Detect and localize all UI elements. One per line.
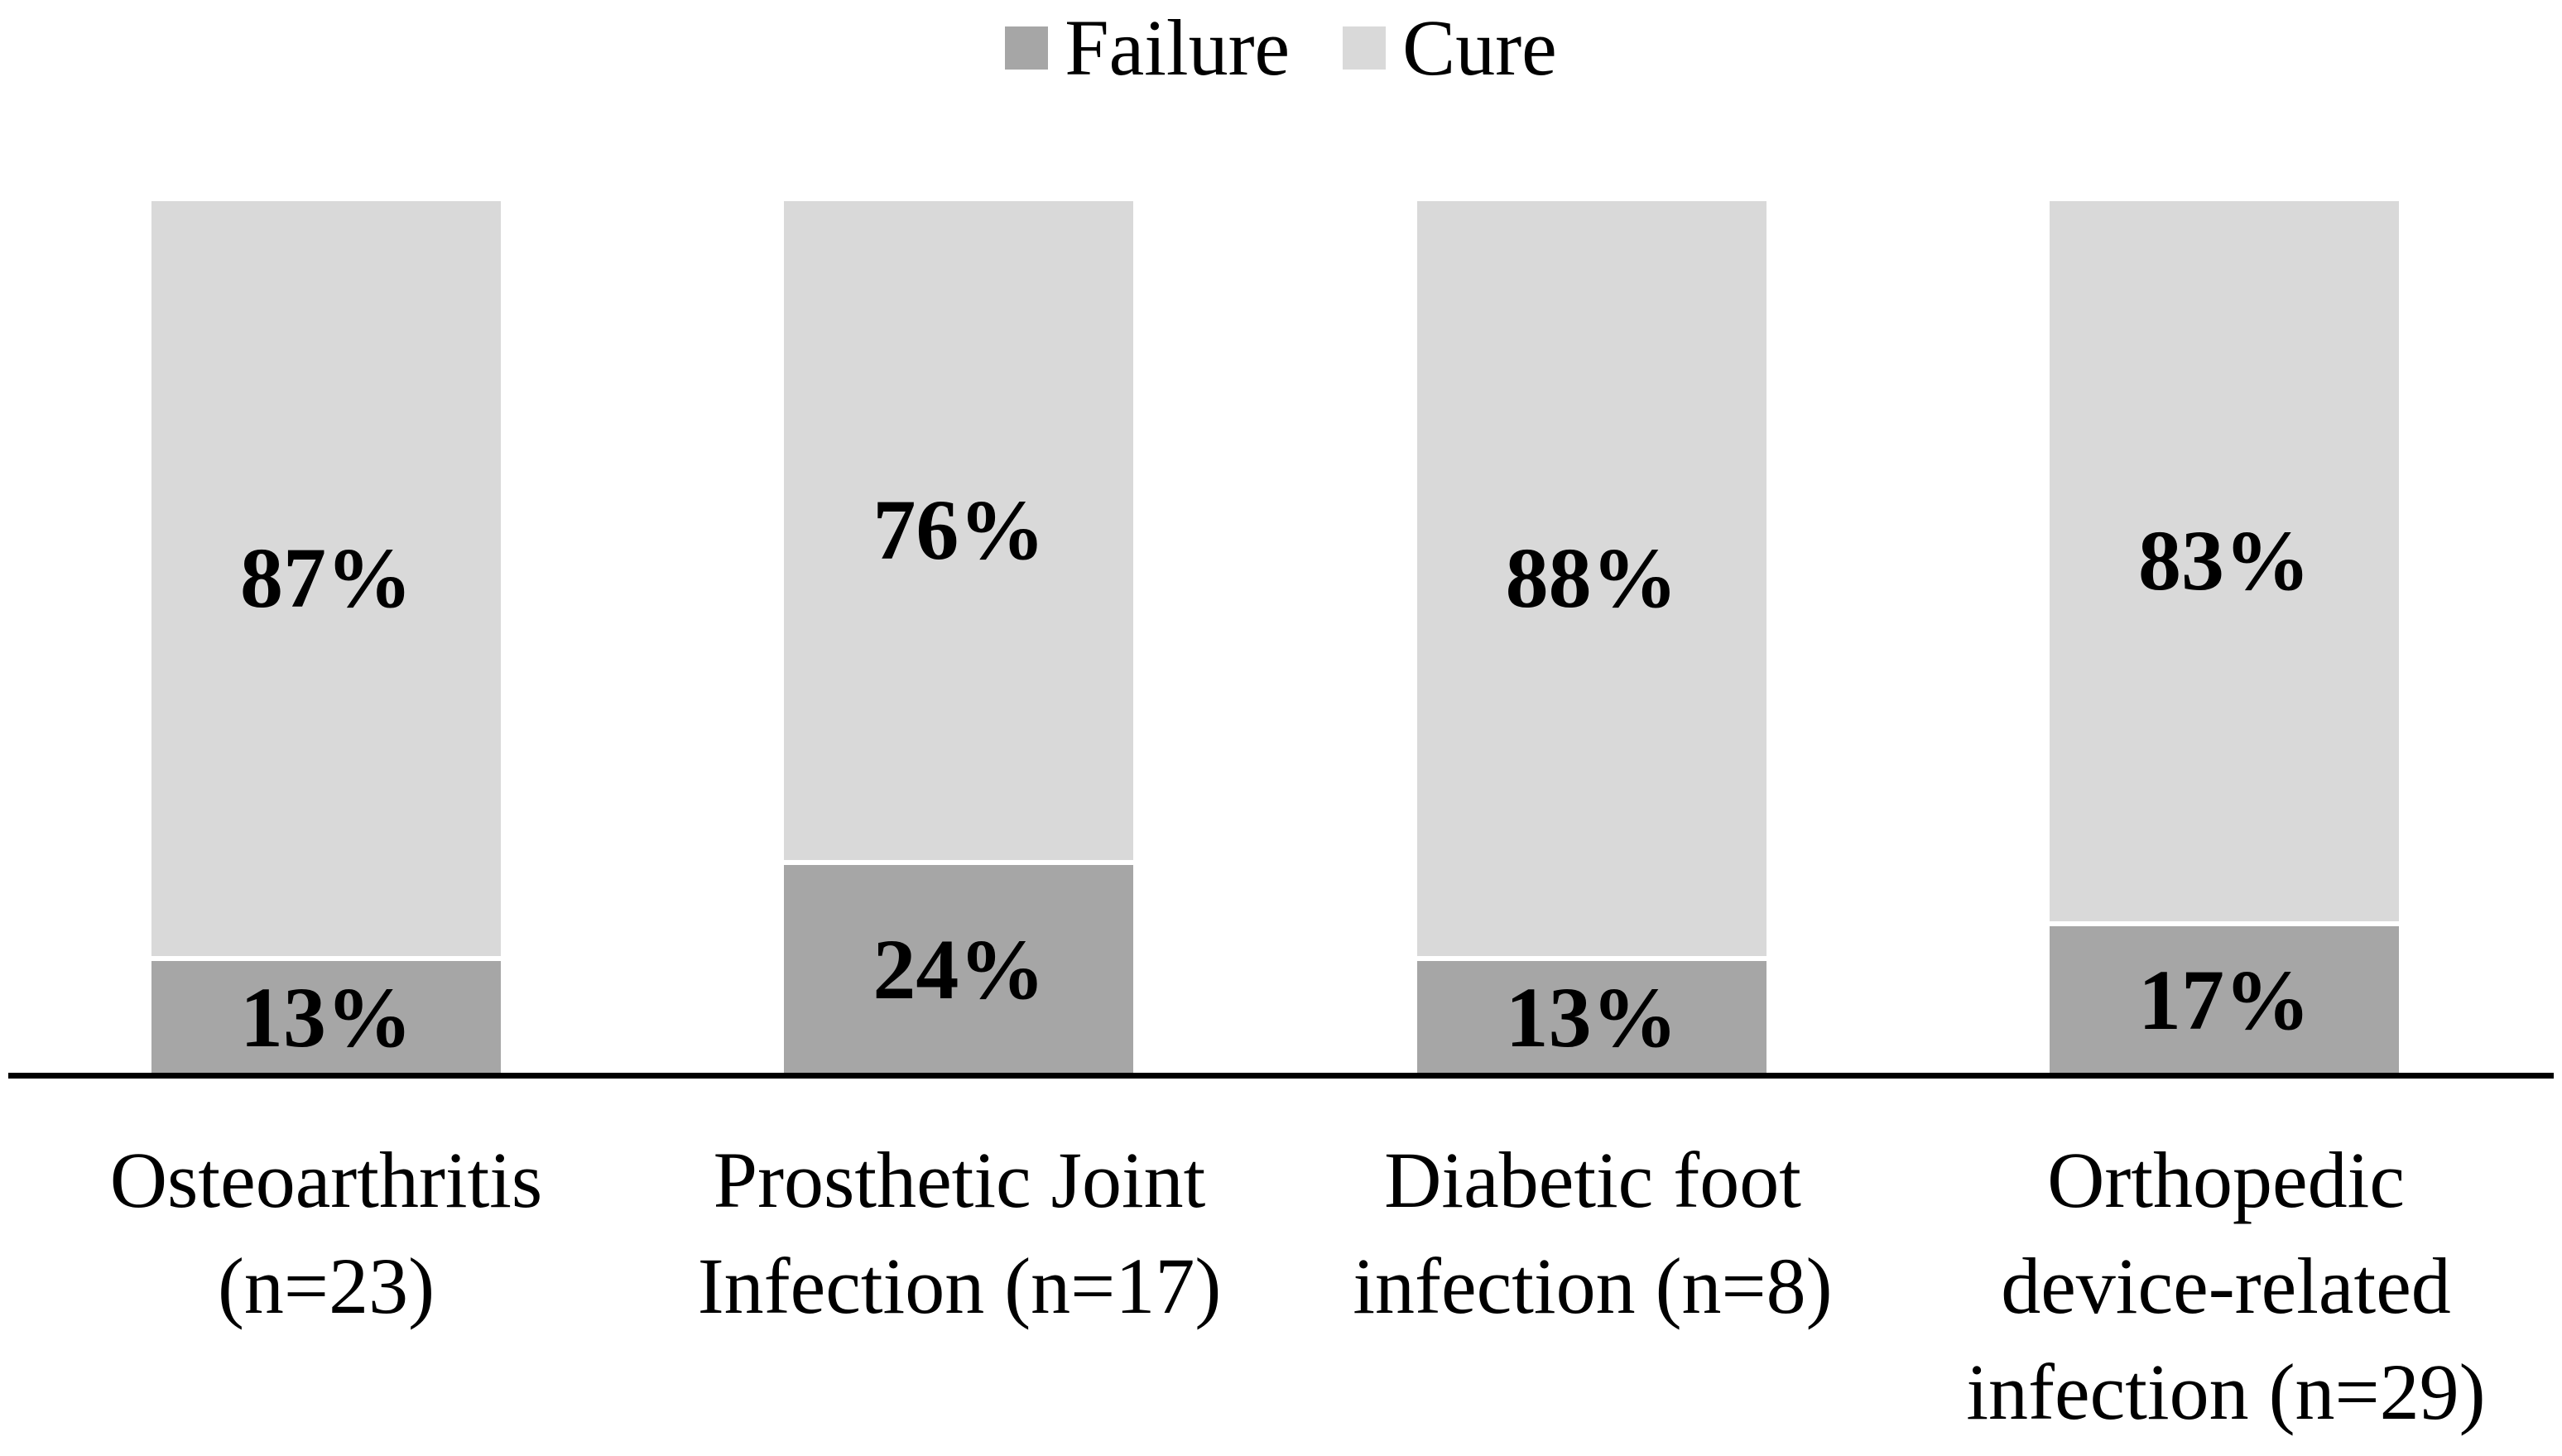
category-label-osteoarthritis: Osteoarthritis (n=23)	[3, 1127, 649, 1339]
legend-item-cure: Cure	[1343, 8, 1557, 88]
failure-segment-osteoarthritis: 13%	[151, 961, 501, 1074]
failure-value-label: 13%	[1505, 969, 1678, 1065]
failure-segment-prosthetic-joint-infection: 24%	[784, 865, 1134, 1074]
category-label-line: Diabetic foot	[1384, 1136, 1801, 1224]
category-label-line: Infection (n=17)	[697, 1242, 1222, 1330]
bar-osteoarthritis: 87% 13%	[151, 201, 501, 1074]
cure-segment-orthopedic-device-related-infection: 83%	[2049, 201, 2399, 921]
failure-segment-orthopedic-device-related-infection: 17%	[2049, 926, 2399, 1074]
cure-swatch-icon	[1343, 26, 1387, 70]
plot-area: 87% 13% 76% 24% 88% 13% 83% 17%	[151, 201, 2399, 1074]
category-label-line: infection (n=8)	[1353, 1242, 1833, 1330]
bar-diabetic-foot-infection: 88% 13%	[1416, 201, 1766, 1074]
cure-value-label: 76%	[872, 483, 1045, 578]
cure-value-label: 83%	[2137, 513, 2310, 608]
cure-segment-osteoarthritis: 87%	[151, 201, 501, 956]
legend-label: Failure	[1065, 3, 1291, 92]
x-axis-line	[8, 1073, 2554, 1079]
legend-item-failure: Failure	[1005, 8, 1290, 88]
category-label-line: Orthopedic	[2047, 1136, 2405, 1224]
cure-value-label: 88%	[1505, 531, 1678, 626]
cure-segment-prosthetic-joint-infection: 76%	[784, 201, 1134, 860]
cure-segment-diabetic-foot-infection: 88%	[1416, 201, 1766, 956]
legend: Failure Cure	[0, 8, 2562, 88]
cure-value-label: 87%	[240, 531, 412, 626]
category-label-line: Osteoarthritis	[109, 1136, 543, 1224]
category-label-line: Prosthetic Joint	[713, 1136, 1206, 1224]
category-axis-labels: Osteoarthritis (n=23) Prosthetic Joint Infe…	[0, 1127, 2562, 1456]
legend-label: Cure	[1402, 3, 1557, 92]
category-label-line: infection (n=29)	[1966, 1348, 2486, 1436]
failure-value-label: 17%	[2137, 952, 2310, 1048]
category-label-line: device-related	[2001, 1242, 2451, 1330]
failure-segment-diabetic-foot-infection: 13%	[1416, 961, 1766, 1074]
category-label-orthopedic-device-related-infection: Orthopedic device-related infection (n=29)	[1903, 1127, 2549, 1445]
failure-value-label: 24%	[872, 921, 1045, 1017]
category-label-diabetic-foot-infection: Diabetic foot infection (n=8)	[1270, 1127, 1915, 1339]
failure-swatch-icon	[1005, 26, 1049, 70]
failure-value-label: 13%	[240, 969, 412, 1065]
bar-orthopedic-device-related-infection: 83% 17%	[2049, 201, 2399, 1074]
category-label-line: (n=23)	[217, 1242, 435, 1330]
category-label-prosthetic-joint-infection: Prosthetic Joint Infection (n=17)	[637, 1127, 1282, 1339]
bar-prosthetic-joint-infection: 76% 24%	[784, 201, 1134, 1074]
